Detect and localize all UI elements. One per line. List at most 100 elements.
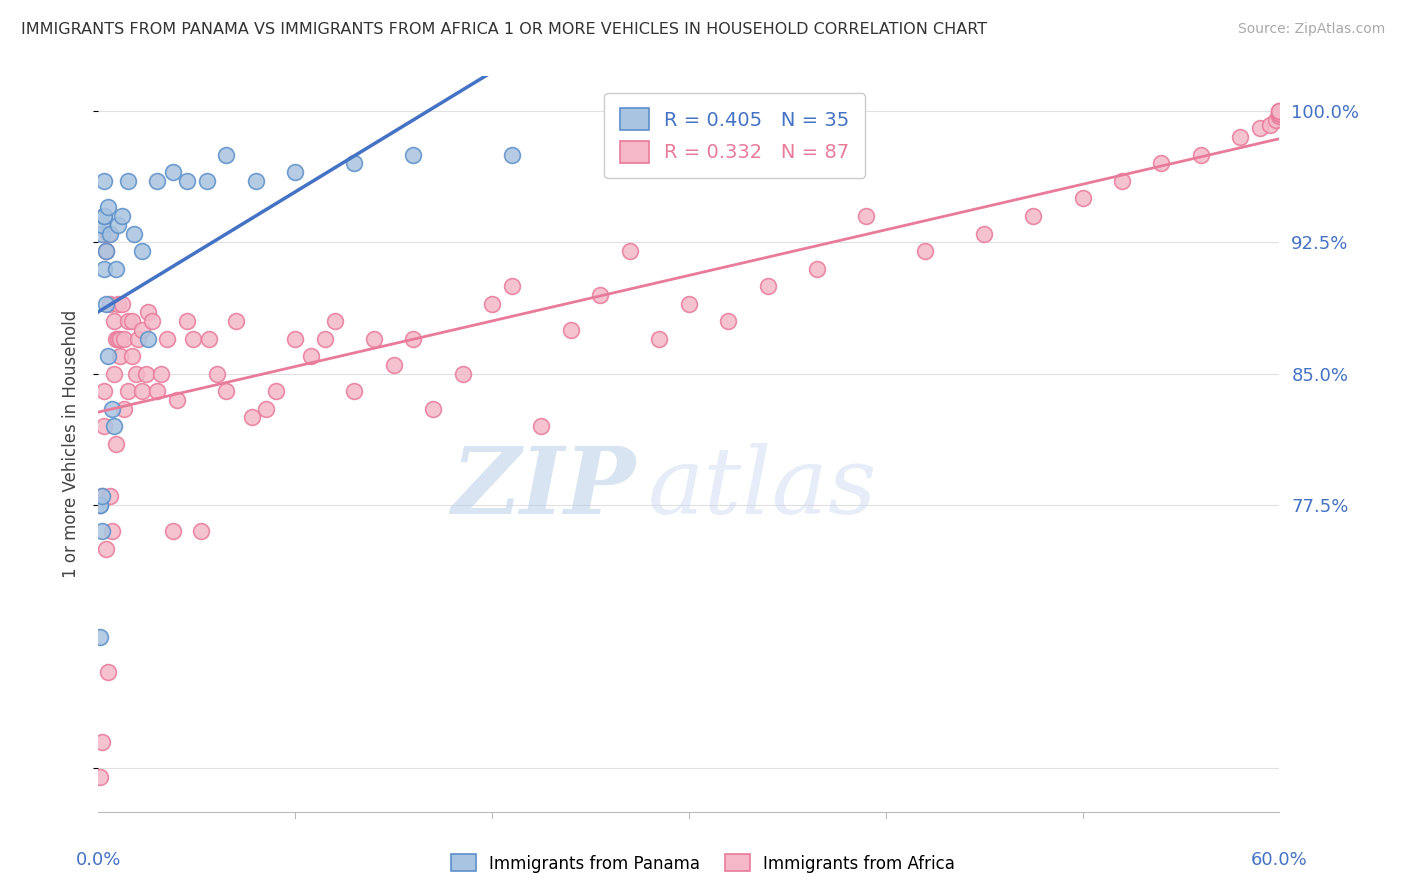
- Point: [1022, 209, 1045, 223]
- Point: [156, 332, 179, 346]
- Text: ZIP: ZIP: [451, 443, 636, 533]
- Point: [141, 314, 163, 328]
- Point: [284, 332, 307, 346]
- Point: [107, 332, 129, 346]
- Point: [343, 156, 366, 170]
- Point: [93, 261, 115, 276]
- Point: [103, 367, 125, 381]
- Point: [101, 524, 124, 539]
- Point: [1268, 105, 1291, 120]
- Point: [117, 314, 139, 328]
- Point: [146, 384, 169, 399]
- Point: [382, 358, 405, 372]
- Point: [162, 524, 184, 539]
- Point: [501, 279, 523, 293]
- Point: [1150, 156, 1173, 170]
- Point: [89, 498, 111, 512]
- Point: [973, 227, 995, 241]
- Point: [1071, 192, 1094, 206]
- Point: [111, 209, 134, 223]
- Point: [105, 332, 128, 346]
- Point: [97, 200, 120, 214]
- Point: [1264, 112, 1286, 127]
- Point: [1258, 118, 1281, 132]
- Y-axis label: 1 or more Vehicles in Household: 1 or more Vehicles in Household: [62, 310, 80, 578]
- Point: [205, 367, 228, 381]
- Point: [240, 410, 263, 425]
- Point: [93, 419, 115, 434]
- Point: [314, 332, 336, 346]
- Point: [96, 541, 118, 556]
- Point: [806, 261, 828, 276]
- Point: [914, 244, 936, 258]
- Point: [678, 296, 700, 310]
- Point: [91, 734, 114, 748]
- Point: [451, 367, 474, 381]
- Point: [91, 489, 114, 503]
- Point: [105, 436, 128, 450]
- Point: [1268, 103, 1291, 118]
- Point: [717, 314, 740, 328]
- Point: [176, 174, 198, 188]
- Point: [1189, 147, 1212, 161]
- Point: [343, 384, 366, 399]
- Point: [131, 384, 153, 399]
- Point: [96, 296, 118, 310]
- Point: [323, 314, 346, 328]
- Point: [135, 367, 157, 381]
- Point: [402, 332, 425, 346]
- Point: [103, 419, 125, 434]
- Point: [98, 489, 121, 503]
- Point: [1268, 109, 1291, 123]
- Point: [225, 314, 247, 328]
- Point: [299, 349, 322, 363]
- Point: [481, 296, 503, 310]
- Point: [91, 524, 114, 539]
- Point: [181, 332, 204, 346]
- Point: [131, 323, 153, 337]
- Point: [93, 209, 115, 223]
- Point: [97, 227, 120, 241]
- Point: [107, 296, 129, 310]
- Point: [97, 665, 120, 679]
- Point: [93, 384, 115, 399]
- Point: [89, 770, 111, 784]
- Point: [97, 349, 120, 363]
- Point: [363, 332, 385, 346]
- Point: [195, 174, 218, 188]
- Point: [422, 401, 444, 416]
- Point: [108, 332, 131, 346]
- Point: [1268, 103, 1291, 118]
- Point: [96, 244, 118, 258]
- Point: [166, 392, 188, 407]
- Point: [197, 332, 219, 346]
- Point: [254, 401, 277, 416]
- Point: [117, 174, 139, 188]
- Text: Source: ZipAtlas.com: Source: ZipAtlas.com: [1237, 22, 1385, 37]
- Text: IMMIGRANTS FROM PANAMA VS IMMIGRANTS FROM AFRICA 1 OR MORE VEHICLES IN HOUSEHOLD: IMMIGRANTS FROM PANAMA VS IMMIGRANTS FRO…: [21, 22, 987, 37]
- Legend: R = 0.405   N = 35, R = 0.332   N = 87: R = 0.405 N = 35, R = 0.332 N = 87: [605, 93, 865, 178]
- Text: atlas: atlas: [648, 443, 877, 533]
- Point: [122, 227, 145, 241]
- Point: [111, 296, 134, 310]
- Text: 0.0%: 0.0%: [76, 851, 121, 869]
- Point: [530, 419, 553, 434]
- Point: [136, 305, 159, 319]
- Point: [589, 288, 612, 302]
- Point: [108, 349, 131, 363]
- Point: [105, 261, 128, 276]
- Point: [215, 147, 238, 161]
- Point: [402, 147, 425, 161]
- Point: [112, 332, 135, 346]
- Point: [1229, 130, 1251, 145]
- Point: [284, 165, 307, 179]
- Point: [176, 314, 198, 328]
- Point: [125, 367, 148, 381]
- Point: [146, 174, 169, 188]
- Point: [150, 367, 173, 381]
- Point: [101, 401, 124, 416]
- Point: [648, 332, 671, 346]
- Point: [245, 174, 267, 188]
- Point: [89, 630, 111, 644]
- Point: [112, 401, 135, 416]
